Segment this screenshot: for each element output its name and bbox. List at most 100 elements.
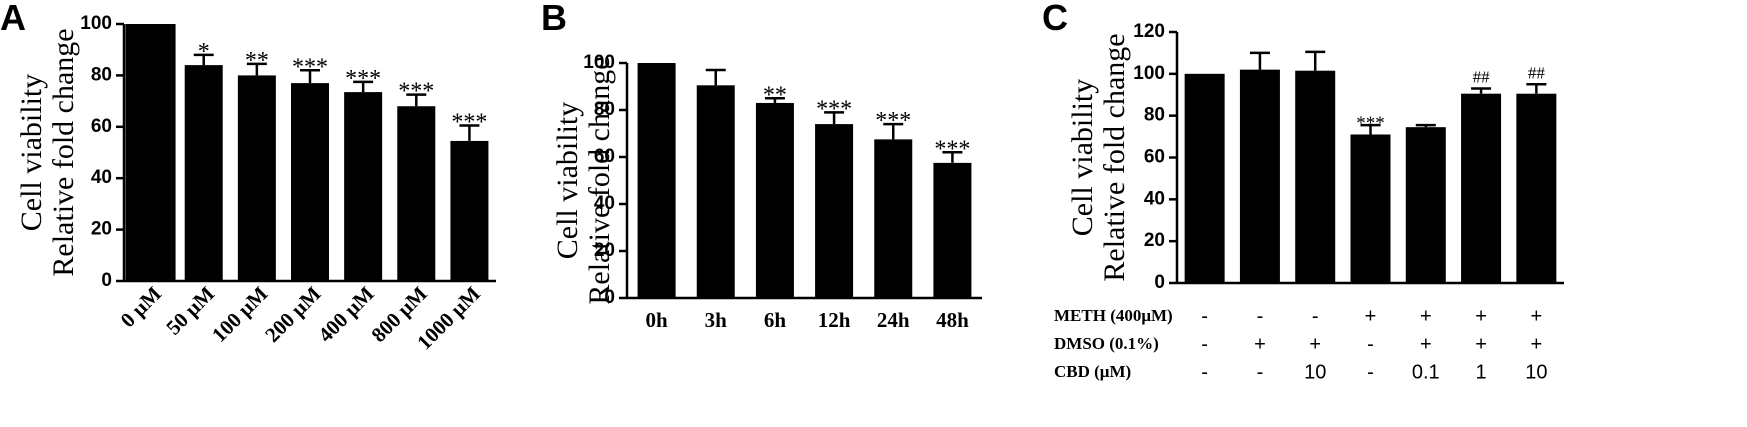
panel-c-treatment-table: METH (400μM) - - - + + + + DMSO (0.1%) - + + - + + + CBD… (1054, 305, 1547, 383)
panel-c-letter: C (1042, 0, 1068, 38)
y-tick-label: 20 (1144, 230, 1165, 251)
treatment-cell: + (1365, 305, 1377, 327)
significance-annotation: *** (934, 136, 970, 162)
panel-b-bars: ***** ****** (637, 63, 972, 298)
bar (815, 124, 854, 298)
bar (125, 24, 176, 281)
y-axis-label-line: Cell viability (551, 102, 584, 260)
significance-annotation: *** (875, 108, 911, 134)
bar (1461, 93, 1502, 284)
treatment-row-label: DMSO (0.1%) (1054, 334, 1159, 353)
treatment-cell: 10 (1525, 361, 1547, 383)
bar (1295, 70, 1336, 283)
significance-annotation: ## (1528, 63, 1546, 82)
treatment-cell: - (1367, 333, 1374, 355)
treatment-cell: - (1201, 361, 1208, 383)
bar (874, 139, 913, 298)
significance-annotation: *** (816, 96, 852, 122)
panel-b: B Cell viability Relative fold change 0 20… (541, 0, 982, 332)
bar (291, 83, 329, 281)
treatment-cell: 0.1 (1412, 361, 1440, 383)
x-tick-label: 3h (705, 308, 728, 332)
panel-a-letter: A (0, 0, 26, 38)
y-axis-label-line: Cell viability (15, 74, 48, 232)
bar (450, 140, 489, 281)
bar (184, 65, 223, 282)
panel-b-axes: 0 20 40 60 80 100 (583, 52, 982, 308)
bar (1405, 127, 1446, 283)
y-tick-label: 20 (594, 240, 615, 261)
significance-annotation: *** (292, 54, 328, 80)
treatment-cell: - (1312, 305, 1319, 327)
treatment-cell: + (1531, 305, 1543, 327)
y-tick-label: 0 (101, 270, 112, 291)
panel-b-x-tick-labels: 0h 3h 6h 12h 24h 48h (645, 308, 969, 332)
x-tick-label: 6h (764, 308, 787, 332)
x-tick-label: 400 μM (313, 281, 379, 347)
y-tick-label: 40 (1144, 188, 1165, 209)
treatment-cell: - (1201, 305, 1208, 327)
bar (1184, 73, 1225, 283)
x-tick-label: 100 μM (207, 281, 273, 347)
y-tick-label: 80 (594, 99, 615, 120)
y-tick-label: 40 (594, 193, 615, 214)
panel-b-letter: B (541, 0, 567, 38)
treatment-cell: + (1309, 333, 1321, 355)
bar (1516, 93, 1557, 284)
panel-b-y-axis-label: Cell viability Relative fold change (551, 56, 616, 304)
treatment-cell: + (1420, 333, 1432, 355)
y-tick-label: 120 (1133, 21, 1165, 42)
treatment-cell: + (1531, 333, 1543, 355)
significance-annotation: *** (345, 66, 381, 92)
bar (1239, 69, 1280, 284)
significance-annotation: * (198, 39, 210, 65)
x-tick-label: 0 μM (116, 281, 167, 332)
treatment-cell: - (1257, 305, 1264, 327)
bar (637, 63, 676, 298)
y-tick-label: 60 (1144, 147, 1165, 168)
y-tick-label: 100 (1133, 63, 1165, 84)
bar (696, 85, 735, 298)
panel-a: A Cell viability Relative fold change 0 20… (0, 0, 496, 354)
x-tick-label: 48h (936, 308, 969, 332)
treatment-row-label: CBD (μM) (1054, 362, 1131, 381)
y-axis-label-line: Cell viability (1066, 79, 1099, 237)
y-tick-label: 100 (80, 13, 112, 34)
bar (755, 102, 794, 298)
panel-c-y-axis-label: Cell viability Relative fold change (1066, 33, 1131, 281)
treatment-cell: + (1475, 333, 1487, 355)
y-axis-label-line: Relative fold change (47, 28, 80, 276)
y-tick-label: 20 (91, 219, 112, 240)
bar (237, 75, 276, 282)
y-tick-label: 100 (583, 52, 615, 73)
y-axis-label-line: Relative fold change (583, 56, 616, 304)
x-tick-label: 12h (818, 308, 851, 332)
bar (344, 92, 383, 281)
treatment-cell: 10 (1304, 361, 1326, 383)
treatment-row-label: METH (400μM) (1054, 306, 1173, 325)
panel-a-bars: * ** *** *** ****** (125, 24, 489, 282)
y-tick-label: 60 (91, 116, 112, 137)
bar (397, 106, 436, 282)
x-tick-label: 24h (877, 308, 910, 332)
y-tick-label: 80 (91, 64, 112, 85)
significance-annotation: ## (1473, 67, 1491, 86)
panel-c-bars: *** ## ## (1184, 50, 1557, 284)
treatment-cell: 1 (1476, 361, 1487, 383)
y-tick-label: 0 (604, 287, 615, 308)
y-tick-label: 60 (594, 146, 615, 167)
y-tick-label: 40 (91, 167, 112, 188)
y-tick-label: 0 (1154, 272, 1165, 293)
bar (933, 162, 972, 298)
treatment-cell: + (1420, 305, 1432, 327)
treatment-cell: - (1201, 333, 1208, 355)
significance-annotation: ** (763, 82, 787, 108)
x-tick-label: 0h (645, 308, 668, 332)
panel-a-y-axis-label: Cell viability Relative fold change (15, 28, 80, 276)
treatment-cell: - (1257, 361, 1264, 383)
y-axis-label-line: Relative fold change (1098, 33, 1131, 281)
panel-c: C Cell viability Relative fold change 0 20… (1042, 0, 1564, 383)
significance-annotation: *** (451, 110, 487, 136)
